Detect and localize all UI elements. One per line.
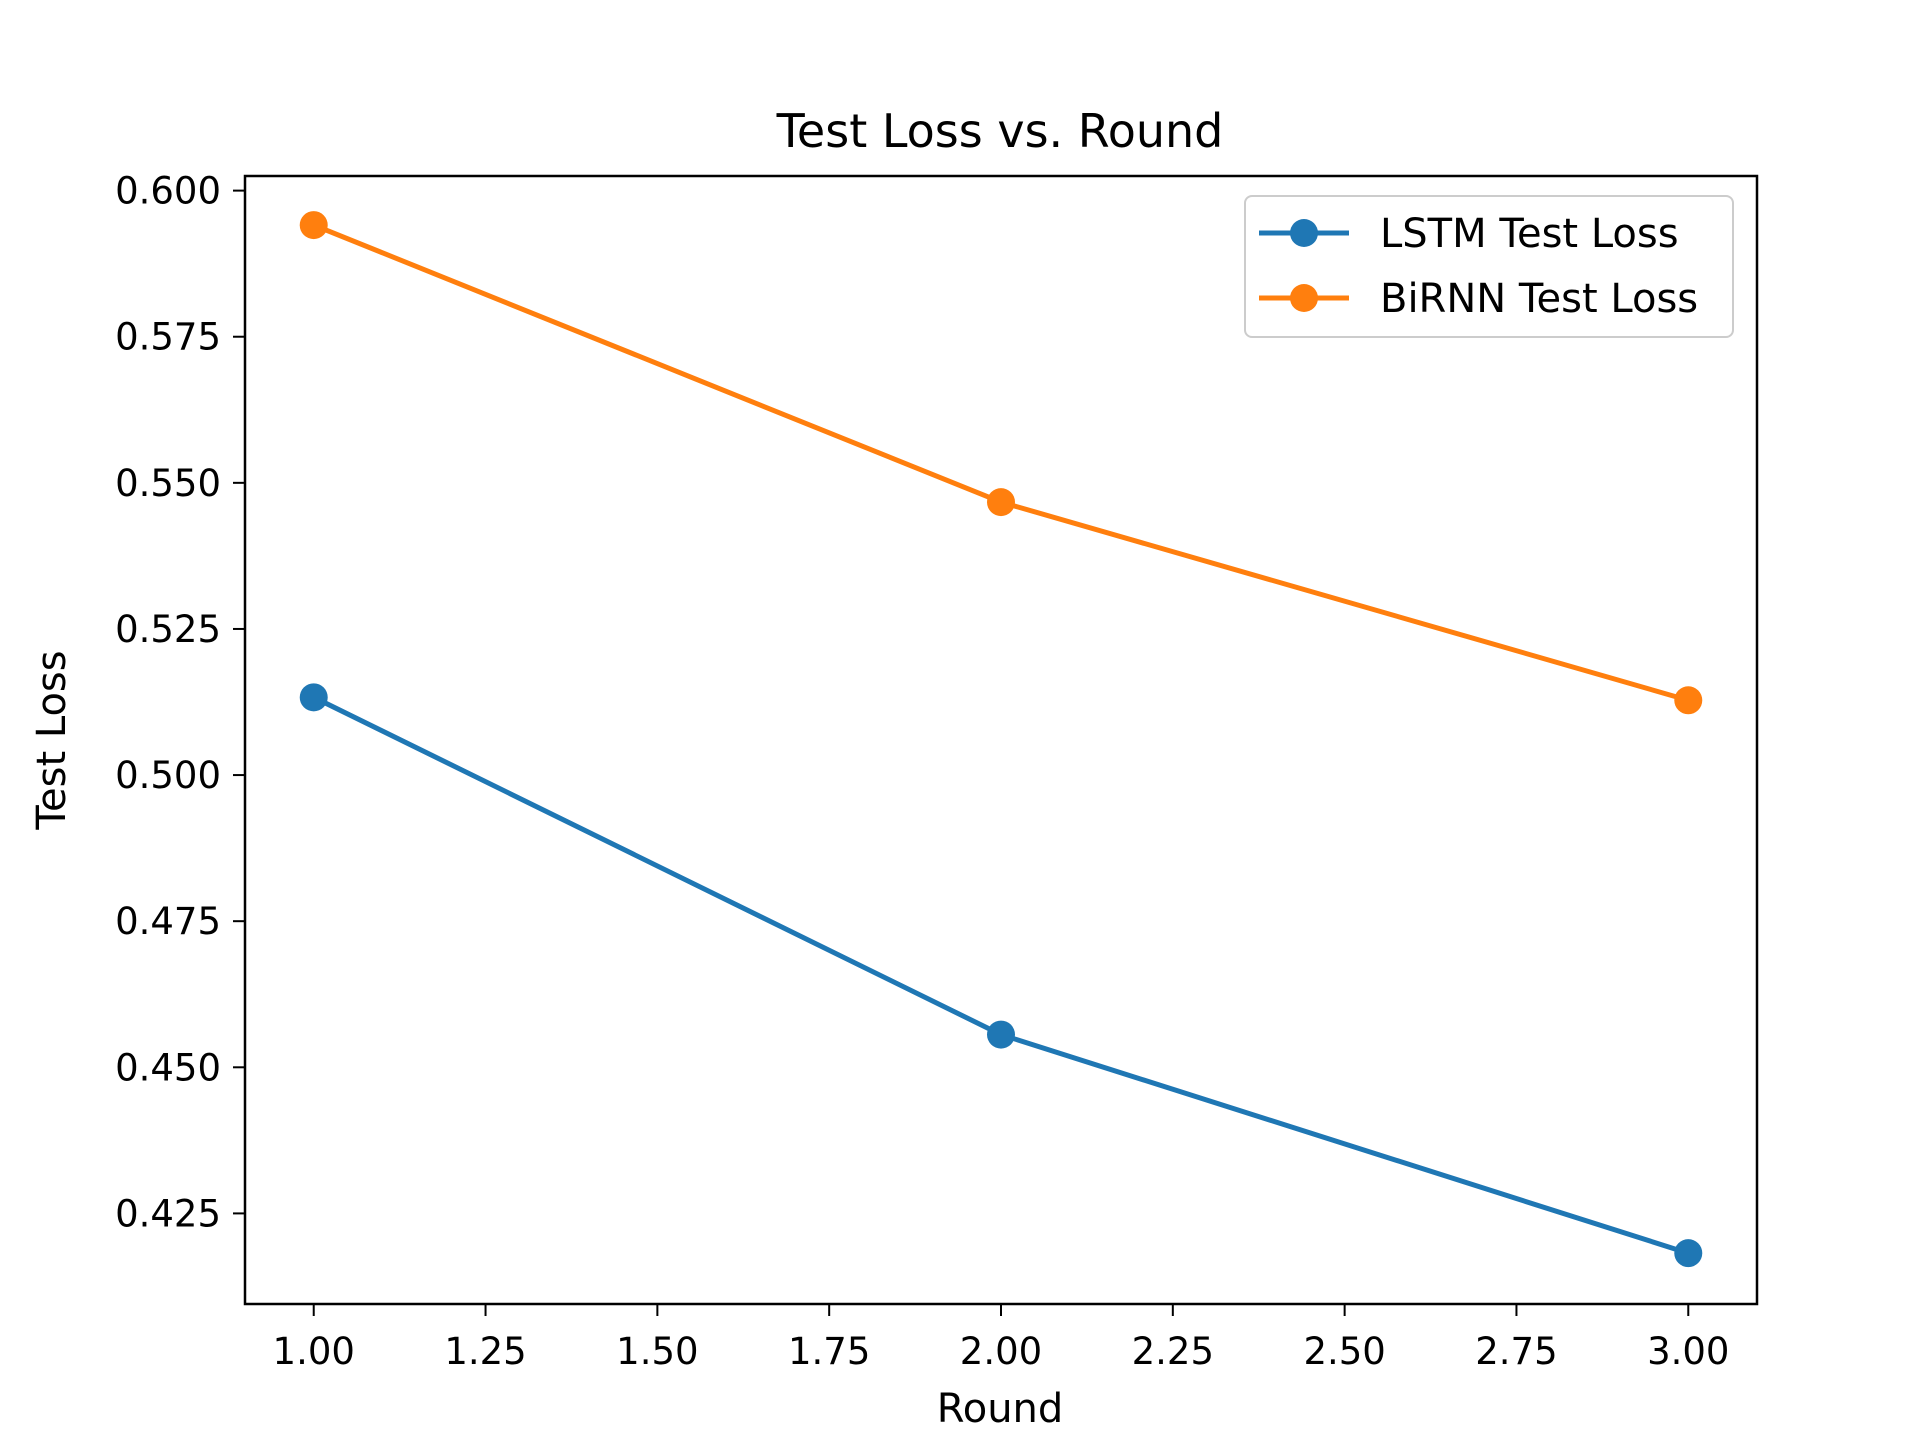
legend-marker bbox=[1290, 219, 1318, 247]
legend-label: LSTM Test Loss bbox=[1380, 211, 1679, 257]
x-tick-label: 1.50 bbox=[616, 1330, 698, 1373]
y-tick-label: 0.475 bbox=[115, 900, 221, 943]
plot-area: 1.00 1.25 1.50 1.75 2.00 2.25 2.50 2.75 3.00 0.42… bbox=[115, 170, 1759, 1373]
data-point bbox=[1674, 1239, 1703, 1268]
y-axis-label: Test Loss bbox=[29, 650, 75, 830]
data-point bbox=[299, 683, 328, 712]
x-tick-label: 1.00 bbox=[273, 1330, 355, 1373]
x-tick-label: 1.75 bbox=[788, 1330, 870, 1373]
y-tick-label: 0.450 bbox=[115, 1046, 221, 1089]
x-tick-label: 3.00 bbox=[1647, 1330, 1729, 1373]
chart-title: Test Loss vs. Round bbox=[776, 104, 1224, 158]
legend-box bbox=[1244, 195, 1734, 338]
legend-label: BiRNN Test Loss bbox=[1380, 276, 1698, 322]
legend: LSTM Test Loss BiRNN Test Loss bbox=[1244, 195, 1734, 338]
y-tick-label: 0.575 bbox=[115, 316, 221, 359]
data-point bbox=[299, 211, 328, 240]
data-point bbox=[987, 488, 1015, 517]
x-tick-label: 2.00 bbox=[960, 1330, 1042, 1373]
y-tick-label: 0.550 bbox=[115, 462, 221, 505]
data-point bbox=[987, 1020, 1015, 1049]
x-tick-label: 2.25 bbox=[1132, 1330, 1214, 1373]
y-tick-label: 0.525 bbox=[115, 608, 221, 651]
x-axis-label: Round bbox=[937, 1386, 1064, 1432]
y-tick-label: 0.500 bbox=[115, 754, 221, 797]
data-point bbox=[1674, 686, 1703, 715]
axes-frame bbox=[243, 174, 1759, 1306]
x-tick-label: 1.25 bbox=[444, 1330, 526, 1373]
legend-marker bbox=[1290, 284, 1318, 312]
x-tick-label: 2.75 bbox=[1475, 1330, 1557, 1373]
y-tick-label: 0.600 bbox=[115, 170, 221, 213]
y-tick-label: 0.425 bbox=[115, 1192, 221, 1235]
x-tick-label: 2.50 bbox=[1303, 1330, 1385, 1373]
